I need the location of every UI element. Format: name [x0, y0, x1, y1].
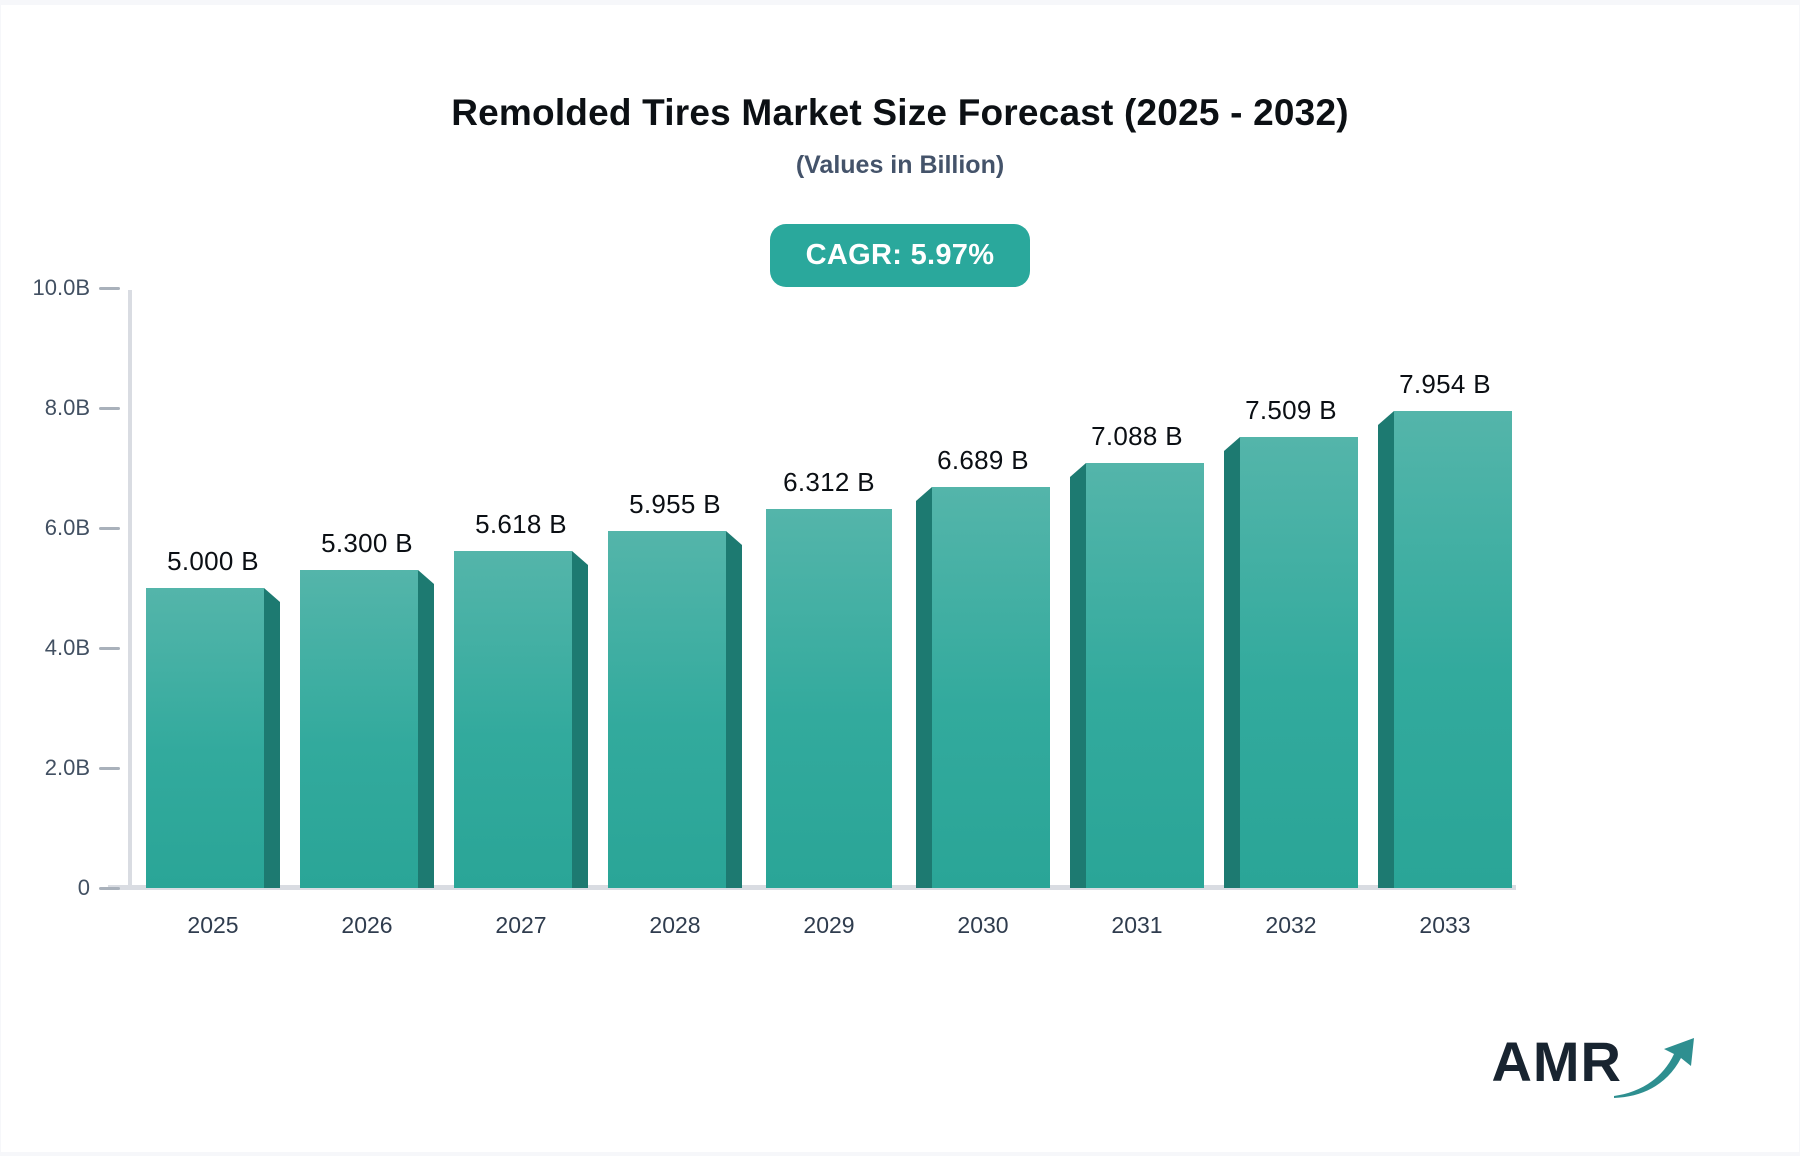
- bar-side-shading: [1070, 463, 1086, 888]
- amr-logo: AMR: [1491, 1032, 1698, 1102]
- bar-group-2027: 5.618 B: [444, 0, 598, 888]
- bar-side-shading: [418, 570, 434, 888]
- x-axis-label: 2026: [341, 912, 393, 938]
- bar-face: [146, 588, 264, 888]
- bar-side-shading: [264, 588, 280, 888]
- bar-value-label: 6.689 B: [937, 445, 1029, 475]
- bar-group-2031: 7.088 B: [1060, 0, 1214, 888]
- bar-value-label: 5.618 B: [475, 509, 567, 539]
- x-axis-label: 2028: [649, 912, 701, 938]
- y-tick-label: 6.0B: [44, 515, 90, 540]
- bar-2033: [1378, 411, 1512, 888]
- bar-group-2028: 5.955 B: [598, 0, 752, 888]
- bar-face: [1240, 437, 1358, 888]
- bar-2027: [454, 551, 588, 888]
- x-axis-label: 2032: [1265, 912, 1317, 938]
- bar-side-shading: [1378, 411, 1394, 888]
- x-axis-label: 2029: [803, 912, 855, 938]
- x-axis-label: 2025: [187, 912, 239, 938]
- cagr-badge: CAGR: 5.97%: [769, 224, 1031, 287]
- bar-side-shading: [1224, 437, 1240, 888]
- bar-value-label: 6.312 B: [783, 467, 875, 497]
- bar-face: [932, 487, 1050, 888]
- bar-2026: [300, 570, 434, 888]
- bar-2030: [916, 487, 1050, 888]
- bar-2028: [608, 531, 742, 888]
- y-tick-label: 0: [77, 875, 90, 900]
- y-tick-mark: [99, 407, 120, 410]
- chart-title: Remolded Tires Market Size Forecast (202…: [451, 92, 1349, 133]
- bar-face: [300, 570, 418, 888]
- y-tick-label: 10.0B: [32, 275, 91, 300]
- y-tick-mark: [99, 287, 120, 290]
- x-axis-label: 2027: [495, 912, 547, 938]
- bar-2029: [766, 509, 892, 888]
- bar-value-label: 5.000 B: [167, 546, 259, 576]
- bar-side-shading: [726, 531, 742, 888]
- y-tick-label: 2.0B: [44, 755, 90, 780]
- y-tick-mark: [99, 887, 120, 890]
- y-tick-label: 4.0B: [44, 635, 90, 660]
- bar-group-2030: 6.689 B: [906, 0, 1060, 888]
- x-axis-label: 2033: [1419, 912, 1471, 938]
- amr-logo-text: AMR: [1491, 1030, 1622, 1093]
- bar-2025: [146, 588, 280, 888]
- y-tick-mark: [99, 647, 120, 650]
- y-tick-mark: [99, 527, 120, 530]
- x-axis-label: 2031: [1111, 912, 1163, 938]
- bar-value-label: 7.954 B: [1399, 369, 1491, 399]
- chart-subtitle: (Values in Billion): [795, 151, 1005, 179]
- chart-header: Remolded Tires Market Size Forecast (202…: [0, 92, 1800, 287]
- bar-value-label: 5.955 B: [629, 489, 721, 519]
- y-tick-mark: [99, 767, 120, 770]
- bar-side-shading: [916, 487, 932, 888]
- bar-face: [1086, 463, 1204, 888]
- bar-group-2029: 6.312 B: [752, 0, 906, 888]
- bar-group-2032: 7.509 B: [1214, 0, 1368, 888]
- x-axis-label: 2030: [957, 912, 1009, 938]
- bar-2031: [1070, 463, 1204, 888]
- growth-arrow-icon: [1614, 1038, 1694, 1098]
- bar-value-label: 5.300 B: [321, 528, 413, 558]
- bar-value-label: 7.088 B: [1091, 421, 1183, 451]
- bar-group-2026: 5.300 B: [290, 0, 444, 888]
- bar-face: [766, 509, 892, 888]
- bar-face: [1394, 411, 1512, 888]
- bar-group-2033: 7.954 B: [1368, 0, 1522, 888]
- bar-face: [608, 531, 726, 888]
- bar-value-label: 7.509 B: [1245, 395, 1337, 425]
- bar-2032: [1224, 437, 1358, 888]
- y-tick-label: 8.0B: [44, 395, 90, 420]
- y-axis-line: [128, 290, 132, 888]
- bar-face: [454, 551, 572, 888]
- bar-group-2025: 5.000 B: [136, 0, 290, 888]
- bar-side-shading: [572, 551, 588, 888]
